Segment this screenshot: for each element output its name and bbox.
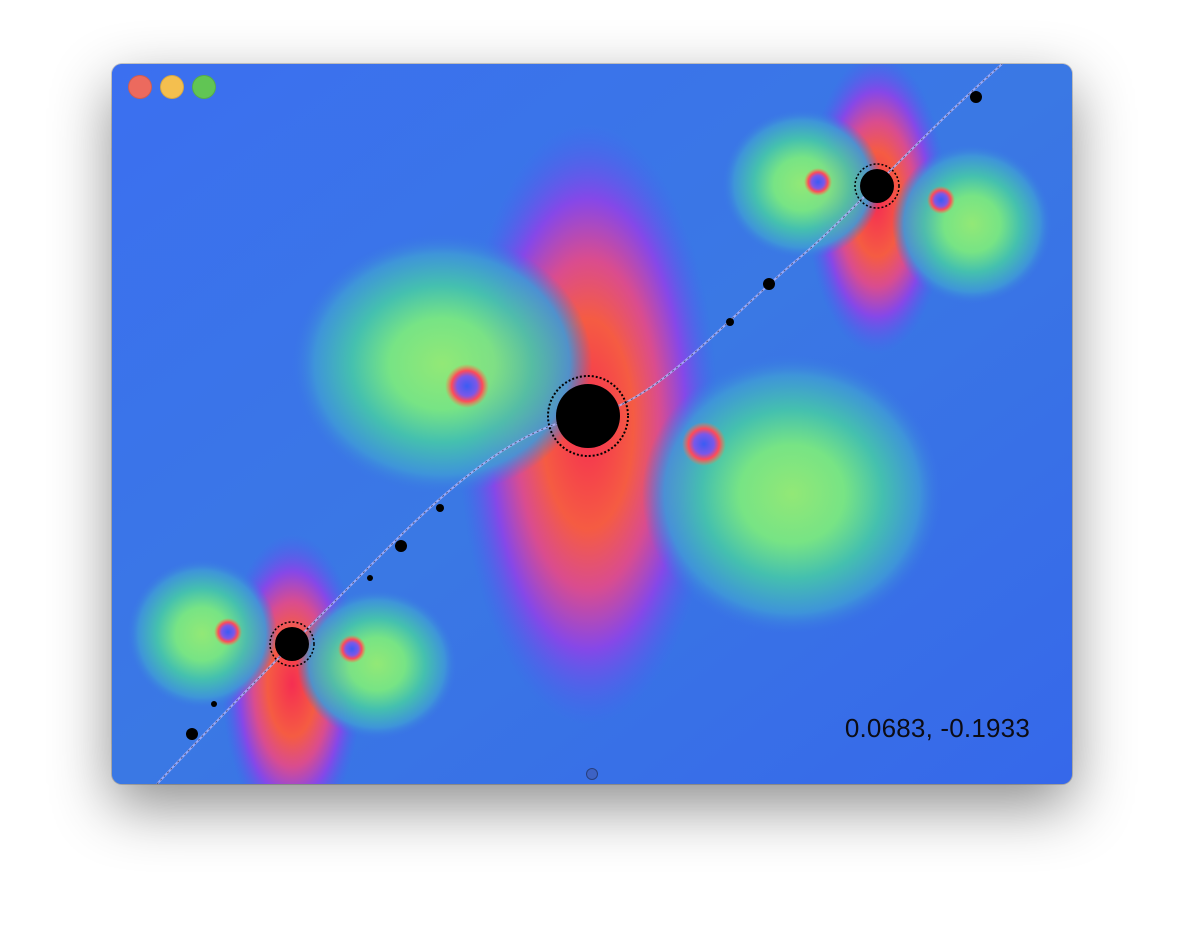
fractal-canvas[interactable]	[112, 64, 1072, 784]
resize-handle[interactable]	[586, 768, 598, 780]
window-controls	[128, 75, 216, 99]
coordinate-readout: 0.0683, -0.1933	[844, 713, 1030, 743]
zoom-button[interactable]	[192, 75, 216, 99]
close-button[interactable]	[128, 75, 152, 99]
fractal-window: 0.0683, -0.1933	[112, 64, 1072, 784]
minimize-button[interactable]	[160, 75, 184, 99]
